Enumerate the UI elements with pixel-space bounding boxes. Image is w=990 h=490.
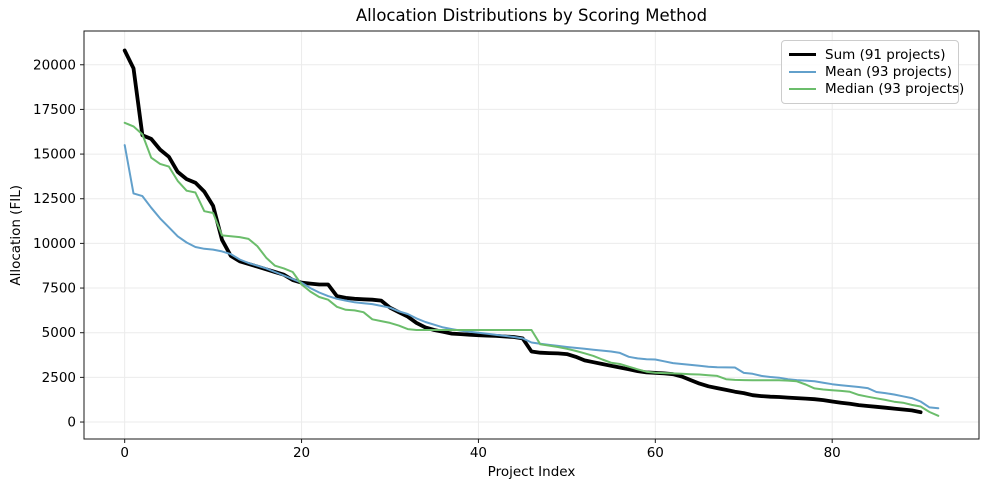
legend-label: Mean (93 projects) (825, 63, 952, 80)
series-line-2 (123, 121, 940, 417)
legend: Sum (91 projects) Mean (93 projects) Media… (781, 40, 964, 104)
legend-line-swatch (789, 88, 816, 91)
x-tick-label: 60 (647, 445, 664, 461)
legend-line-swatch (789, 70, 816, 73)
y-tick-label: 2500 (42, 370, 76, 386)
x-tick-label: 80 (824, 445, 841, 461)
x-tick-label: 0 (120, 445, 129, 461)
legend-label: Median (93 projects) (825, 81, 965, 98)
y-tick-label: 15000 (33, 147, 76, 163)
series-line-0 (122, 48, 923, 415)
y-tick-label: 5000 (42, 325, 76, 341)
y-tick-label: 7500 (42, 281, 76, 297)
y-tick-label: 0 (67, 415, 76, 431)
legend-line-swatch (789, 53, 816, 57)
y-tick-label: 10000 (33, 236, 76, 252)
x-tick-label: 40 (470, 445, 487, 461)
legend-label: Sum (91 projects) (825, 46, 946, 63)
y-axis-label: Allocation (FIL) (8, 184, 24, 286)
y-tick-label: 17500 (33, 102, 76, 118)
y-tick-label: 12500 (33, 191, 76, 207)
y-tick-label: 20000 (33, 57, 76, 73)
x-tick-label: 20 (293, 445, 310, 461)
plot-border (83, 30, 980, 440)
x-axis-label: Project Index (487, 464, 576, 480)
legend-item-2: Median (93 projects) (789, 81, 964, 98)
legend-item-0: Sum (91 projects) (789, 46, 950, 63)
series-line-1 (123, 144, 940, 410)
legend-item-1: Mean (93 projects) (789, 63, 952, 80)
chart-title: Allocation Distributions by Scoring Meth… (355, 6, 708, 25)
